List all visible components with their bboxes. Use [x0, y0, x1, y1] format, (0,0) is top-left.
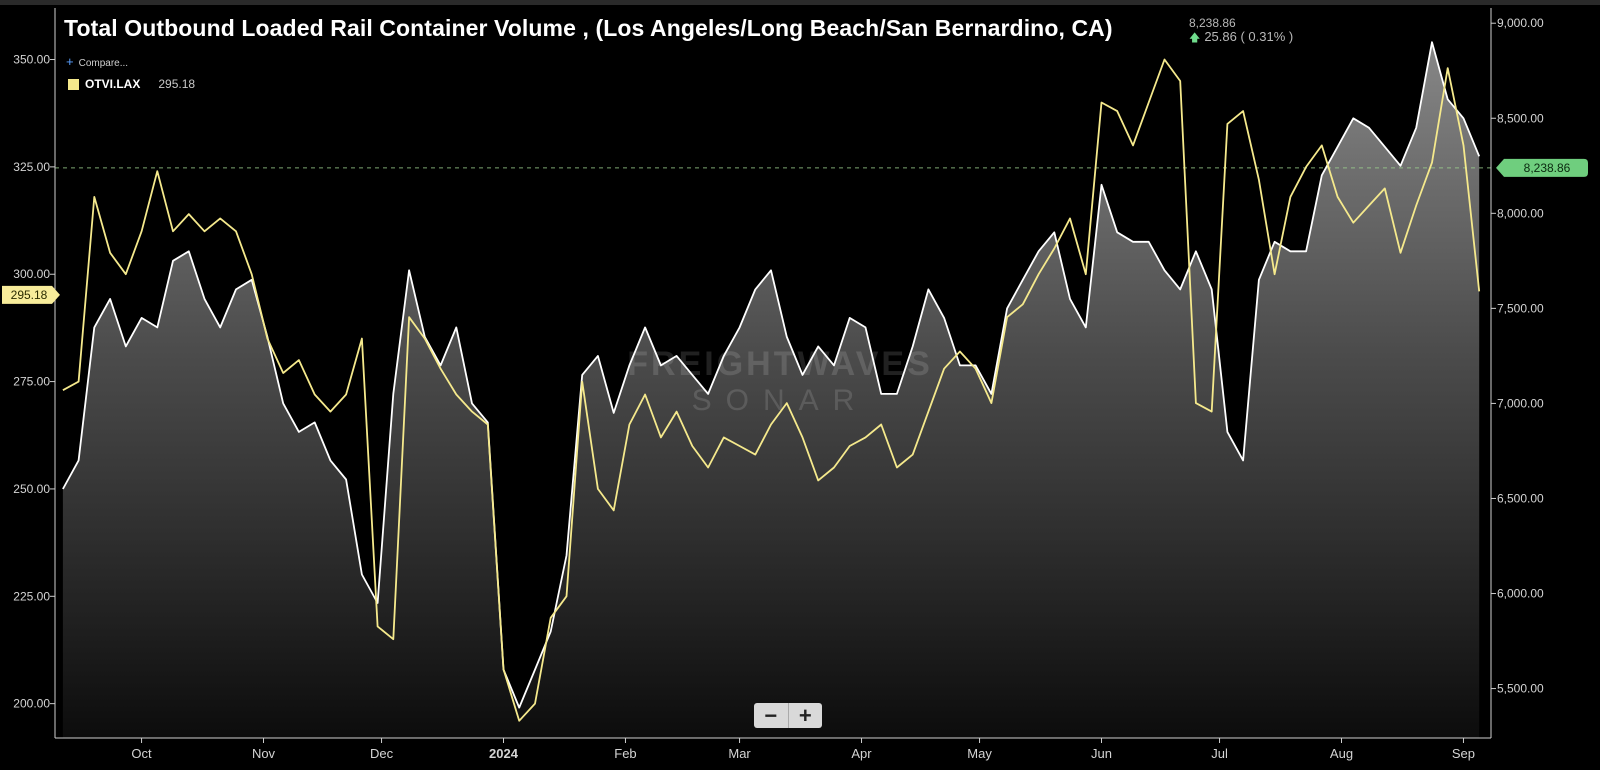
zoom-out-button[interactable]: − [754, 703, 789, 728]
legend-symbol[interactable]: OTVI.LAX [85, 77, 141, 91]
series-0-line [62, 41, 1481, 709]
left-tick-label: 225.00 [13, 589, 50, 603]
left-tick-label: 200.00 [13, 697, 50, 711]
right-tick-label: 7,500.00 [1497, 301, 1544, 315]
right-tick-label: 9,000.00 [1497, 16, 1544, 30]
right-tick-label: 7,000.00 [1497, 396, 1544, 410]
x-tick-label: May [967, 746, 992, 761]
x-tick-label: Feb [614, 746, 636, 761]
left-tick-label: 350.00 [13, 53, 50, 67]
right-tick-label: 6,000.00 [1497, 587, 1544, 601]
current-value: 8,238.86 [1189, 16, 1236, 30]
x-tick-label: Nov [252, 746, 276, 761]
change-text: 25.86 ( 0.31% ) [1204, 29, 1294, 44]
arrow-up-icon: 🡅 [1189, 32, 1201, 44]
left-tick-label: 250.00 [13, 482, 50, 496]
current-change: 🡅 25.86 ( 0.31% ) [1189, 29, 1293, 48]
chart-title: Total Outbound Loaded Rail Container Vol… [64, 15, 1113, 41]
x-tick-label: Aug [1330, 746, 1353, 761]
right-tick-label: 8,500.00 [1497, 111, 1544, 125]
legend-swatch [68, 78, 79, 90]
left-tick-label: 275.00 [13, 375, 50, 389]
compare-button[interactable]: + Compare... [66, 54, 128, 69]
right-value-badge-text: 8,238.86 [1524, 161, 1571, 175]
plus-icon: + [66, 54, 74, 69]
right-tick-label: 6,500.00 [1497, 491, 1544, 505]
x-tick-label: Apr [851, 746, 872, 761]
x-tick-label: Oct [131, 746, 152, 761]
left-tick-label: 325.00 [13, 160, 50, 174]
right-tick-label: 8,000.00 [1497, 206, 1544, 220]
legend-value: 295.18 [158, 77, 196, 91]
legend: OTVI.LAX 295.18 [68, 77, 195, 91]
x-tick-label: 2024 [489, 746, 519, 761]
left-tick-label: 300.00 [13, 267, 50, 281]
zoom-in-button[interactable]: + [798, 702, 812, 728]
compare-label: Compare... [78, 58, 129, 69]
x-tick-label: Sep [1452, 746, 1475, 761]
x-tick-label: Dec [370, 746, 394, 761]
left-value-badge-text: 295.18 [11, 288, 48, 302]
series-1-line [62, 58, 1481, 722]
zoom-control: − + [754, 703, 822, 728]
series-0-area [62, 42, 1480, 738]
top-strip [0, 0, 1600, 5]
x-tick-label: Jun [1091, 746, 1112, 761]
right-value-badge [1496, 158, 1588, 177]
watermark-text: FREIGHTWAVES [627, 345, 933, 383]
watermark-text: SONAR [692, 384, 869, 417]
x-tick-label: Mar [728, 746, 751, 761]
x-tick-label: Jul [1211, 746, 1228, 761]
left-value-badge [2, 285, 60, 304]
right-tick-label: 5,500.00 [1497, 682, 1544, 696]
